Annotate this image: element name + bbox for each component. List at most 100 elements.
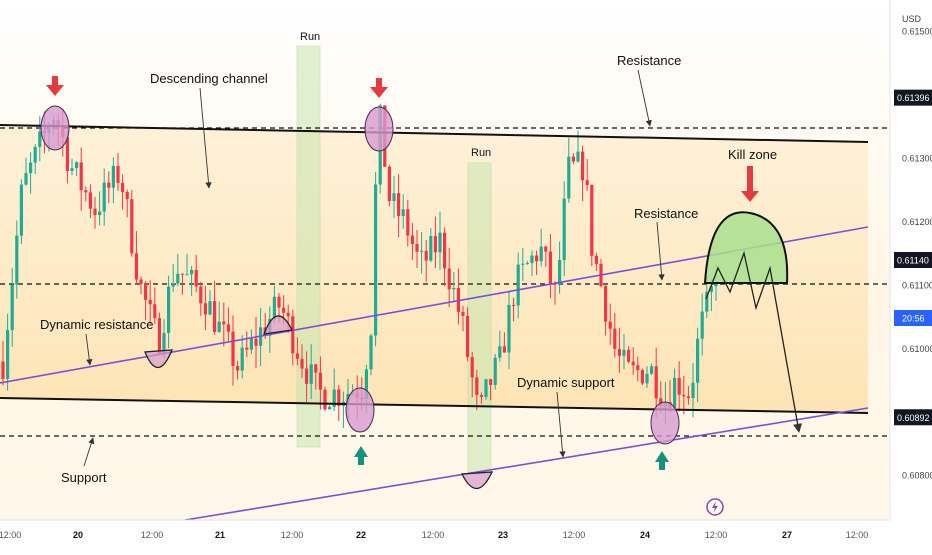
current-price-tag [894,310,932,326]
candle-bear [130,199,134,254]
candle-bull [15,235,19,285]
candle-bull [98,211,102,216]
current-price-tag-label: 20:56 [902,314,925,324]
pointer-resistance-top [637,69,652,127]
y-tick-label: 0.61000 [902,344,932,354]
label-dynamic-resistance: Dynamic resistance [40,317,153,332]
candle-bull [516,264,520,306]
touch-circle-top-2 [364,106,394,152]
x-tick-label: 12:00 [422,530,445,540]
candle-bull [420,250,424,252]
label-kill-zone: Kill zone [728,147,777,162]
candle-bear [300,358,304,369]
buy-arrow-2 [655,451,669,470]
candle-bear [116,165,120,183]
candle-bull [567,156,571,199]
x-tick-label: 12:00 [705,530,728,540]
candle-bear [548,251,552,284]
pointer-dynamic-resistance [85,333,93,366]
candle-bull [705,291,709,312]
x-tick-label: 12:00 [141,530,164,540]
candle-bear [581,151,585,181]
pointer-support [83,437,95,467]
label-run-1: Run [300,31,320,43]
y-tick-label: 0.61100 [902,280,932,290]
candle-bear [194,269,198,287]
candle-bear [282,307,286,313]
candle-bull [521,263,525,265]
currency-label: USD [902,14,922,24]
candle-bull [691,382,695,399]
sell-arrow-2 [370,78,388,98]
candle-bear [1,361,5,379]
candle-bear [433,236,437,253]
candle-bull [696,338,700,383]
candle-bear [594,255,598,264]
candle-bull [167,286,171,333]
candle-bear [636,365,640,371]
touch-arc-1 [144,349,174,369]
candle-bull [111,165,115,188]
candle-bear [107,182,111,188]
label-run-2: Run [471,147,491,159]
candle-bull [392,193,396,202]
touch-arc-3 [460,471,494,490]
x-tick-label: 20 [73,530,83,540]
candle-bear [535,255,539,262]
candle-bear [254,338,258,346]
candle-bull [645,373,649,384]
candle-bull [622,349,626,356]
candle-bull [162,332,166,354]
candle-bull [374,184,378,336]
channel-bottom-line [0,397,869,414]
candle-bear [153,304,157,319]
candle-bull [249,338,253,350]
event-icon[interactable] [706,498,724,516]
candle-bear [415,244,419,252]
candle-bear [245,347,249,350]
candle-bull [102,182,106,212]
candle-bear [443,232,447,269]
candle-bear [125,191,129,200]
candle-bull [75,162,79,169]
candle-bear [180,273,184,275]
candle-bull [328,406,332,410]
candle-bull [332,389,336,407]
candle-bull [24,173,28,185]
price-axis[interactable]: USD 0.61500 0.61300 0.61200 0.61100 0.61000 0… [889,0,932,550]
time-axis[interactable]: 12:00 20 12:00 21 12:00 22 12:00 23 12:00 24 12:00… [0,519,890,550]
candle-bear [93,208,97,216]
candle-bear [677,377,681,395]
x-tick-label: 12:00 [563,530,586,540]
candle-bear [502,346,506,353]
y-tick-label: 0.61500 [902,27,932,37]
candle-bull [208,301,212,315]
candle-bull [190,269,194,275]
candle-bull [29,162,33,174]
candle-bull [650,366,654,374]
candle-bear [613,328,617,350]
candle-bear [470,357,474,378]
candle-bull [185,274,189,276]
descending-channel-band [0,125,868,413]
level-tag-1 [894,252,932,268]
candle-bear [65,137,69,171]
touch-circle-bottom-2 [650,401,680,445]
level-tag-0 [894,89,932,106]
candle-bear [148,299,152,305]
level-tag-label: 0.60892 [897,413,930,423]
candle-bear [571,156,575,162]
candle-bear [590,184,594,256]
candle-bear [617,349,621,356]
candle-bear [213,301,217,332]
candle-bear [466,315,470,358]
candle-bear [604,286,608,322]
candle-bull [364,369,368,400]
candle-bear [277,296,281,308]
y-tick-label: 0.61300 [902,154,932,164]
candle-bear [88,192,92,209]
candle-bull [438,232,442,253]
candle-bull [38,131,42,147]
candle-bull [498,346,502,358]
